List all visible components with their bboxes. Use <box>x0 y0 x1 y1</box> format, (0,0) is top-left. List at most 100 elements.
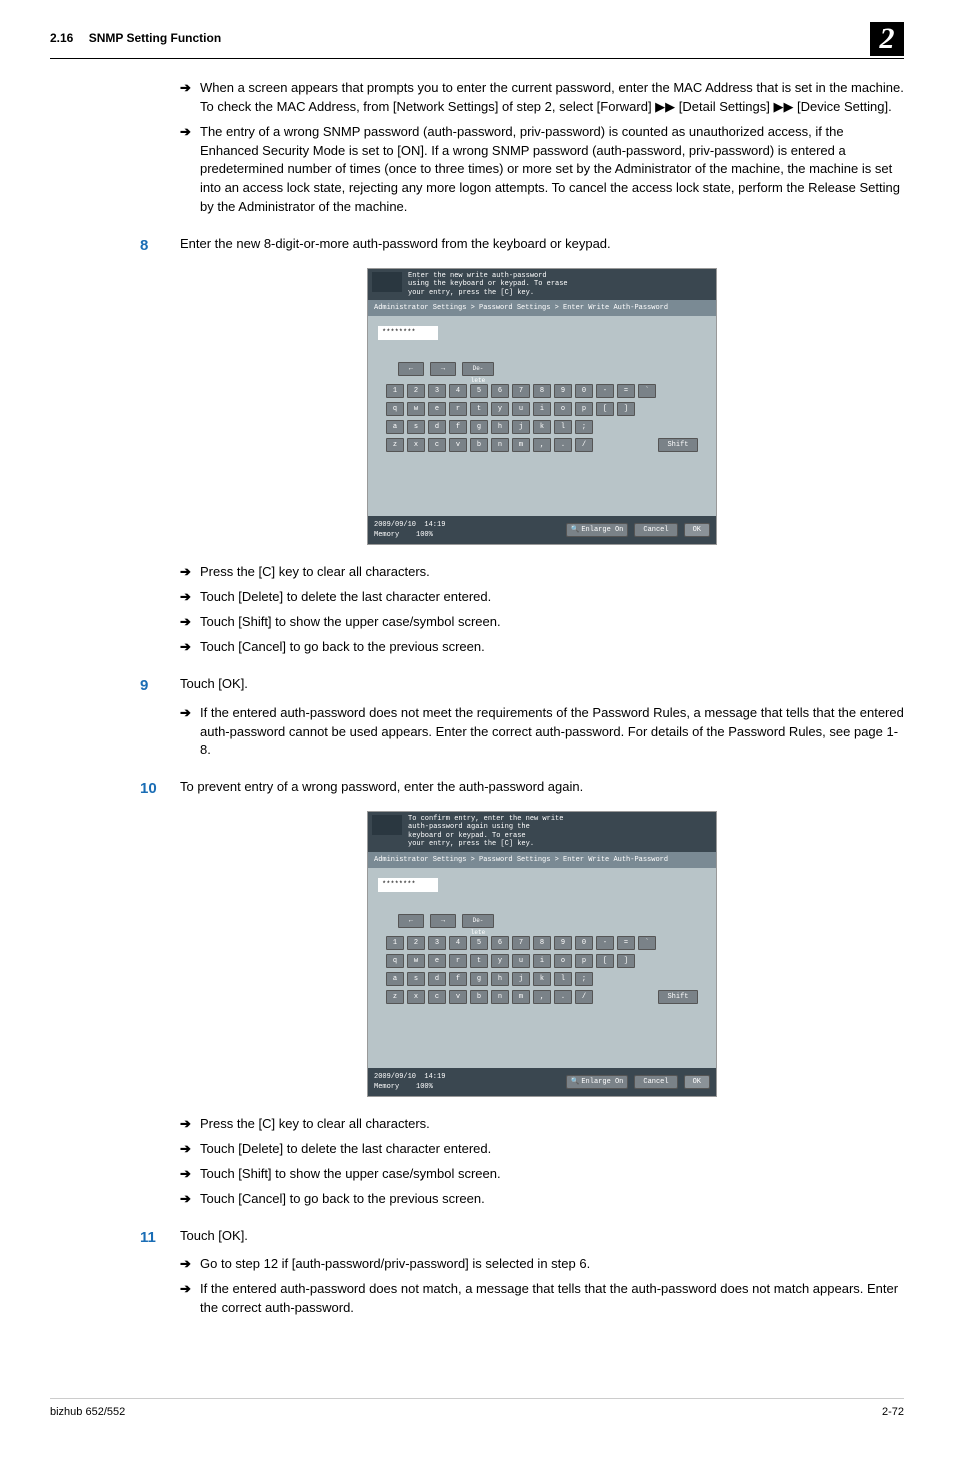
key-h[interactable]: h <box>491 420 509 434</box>
key-n[interactable]: n <box>491 990 509 1004</box>
key-g[interactable]: g <box>470 420 488 434</box>
cancel-button[interactable]: Cancel <box>634 1075 677 1089</box>
key-;[interactable]: ; <box>575 972 593 986</box>
key-7[interactable]: 7 <box>512 936 530 950</box>
key-7[interactable]: 7 <box>512 384 530 398</box>
key-a[interactable]: a <box>386 972 404 986</box>
cursor-right-button[interactable]: → <box>430 914 456 928</box>
key-.[interactable]: . <box>554 438 572 452</box>
shift-button[interactable]: Shift <box>658 438 698 452</box>
key-f[interactable]: f <box>449 420 467 434</box>
key-f[interactable]: f <box>449 972 467 986</box>
key-m[interactable]: m <box>512 438 530 452</box>
key-t[interactable]: t <box>470 954 488 968</box>
key-b[interactable]: b <box>470 990 488 1004</box>
key-z[interactable]: z <box>386 438 404 452</box>
key-c[interactable]: c <box>428 990 446 1004</box>
key-u[interactable]: u <box>512 402 530 416</box>
key-9[interactable]: 9 <box>554 936 572 950</box>
key-w[interactable]: w <box>407 954 425 968</box>
key-,[interactable]: , <box>533 990 551 1004</box>
key-v[interactable]: v <box>449 990 467 1004</box>
key-q[interactable]: q <box>386 402 404 416</box>
key-r[interactable]: r <box>449 954 467 968</box>
key-[[interactable]: [ <box>596 954 614 968</box>
key-m[interactable]: m <box>512 990 530 1004</box>
password-field[interactable]: ******** <box>378 326 438 340</box>
key-o[interactable]: o <box>554 402 572 416</box>
key-,[interactable]: , <box>533 438 551 452</box>
key-`[interactable]: ` <box>638 384 656 398</box>
key-][interactable]: ] <box>617 402 635 416</box>
key-e[interactable]: e <box>428 954 446 968</box>
key-9[interactable]: 9 <box>554 384 572 398</box>
key-d[interactable]: d <box>428 972 446 986</box>
key-a[interactable]: a <box>386 420 404 434</box>
key-k[interactable]: k <box>533 972 551 986</box>
key-l[interactable]: l <box>554 420 572 434</box>
ok-button[interactable]: OK <box>684 1075 710 1089</box>
key--[interactable]: - <box>596 384 614 398</box>
key-e[interactable]: e <box>428 402 446 416</box>
key-;[interactable]: ; <box>575 420 593 434</box>
key-2[interactable]: 2 <box>407 384 425 398</box>
key-y[interactable]: y <box>491 954 509 968</box>
key-z[interactable]: z <box>386 990 404 1004</box>
key-x[interactable]: x <box>407 990 425 1004</box>
enlarge-button[interactable]: Enlarge On <box>566 1075 629 1089</box>
key-5[interactable]: 5 <box>470 936 488 950</box>
key-v[interactable]: v <box>449 438 467 452</box>
key-8[interactable]: 8 <box>533 936 551 950</box>
key-h[interactable]: h <box>491 972 509 986</box>
key-i[interactable]: i <box>533 954 551 968</box>
key-1[interactable]: 1 <box>386 936 404 950</box>
key-2[interactable]: 2 <box>407 936 425 950</box>
key--[interactable]: - <box>596 936 614 950</box>
key-r[interactable]: r <box>449 402 467 416</box>
key-g[interactable]: g <box>470 972 488 986</box>
key-i[interactable]: i <box>533 402 551 416</box>
key-`[interactable]: ` <box>638 936 656 950</box>
key-[[interactable]: [ <box>596 402 614 416</box>
enlarge-button[interactable]: Enlarge On <box>566 523 629 537</box>
key-x[interactable]: x <box>407 438 425 452</box>
key-/[interactable]: / <box>575 438 593 452</box>
key-q[interactable]: q <box>386 954 404 968</box>
key-.[interactable]: . <box>554 990 572 1004</box>
key-0[interactable]: 0 <box>575 936 593 950</box>
key-o[interactable]: o <box>554 954 572 968</box>
key-l[interactable]: l <box>554 972 572 986</box>
key-n[interactable]: n <box>491 438 509 452</box>
key-=[interactable]: = <box>617 936 635 950</box>
key-c[interactable]: c <box>428 438 446 452</box>
ok-button[interactable]: OK <box>684 523 710 537</box>
key-k[interactable]: k <box>533 420 551 434</box>
key-3[interactable]: 3 <box>428 384 446 398</box>
key-6[interactable]: 6 <box>491 936 509 950</box>
key-j[interactable]: j <box>512 420 530 434</box>
cursor-right-button[interactable]: → <box>430 362 456 376</box>
cancel-button[interactable]: Cancel <box>634 523 677 537</box>
shift-button[interactable]: Shift <box>658 990 698 1004</box>
key-p[interactable]: p <box>575 954 593 968</box>
key-p[interactable]: p <box>575 402 593 416</box>
key-u[interactable]: u <box>512 954 530 968</box>
cursor-left-button[interactable]: ← <box>398 362 424 376</box>
key-d[interactable]: d <box>428 420 446 434</box>
key-8[interactable]: 8 <box>533 384 551 398</box>
cursor-left-button[interactable]: ← <box>398 914 424 928</box>
key-b[interactable]: b <box>470 438 488 452</box>
key-4[interactable]: 4 <box>449 936 467 950</box>
key-t[interactable]: t <box>470 402 488 416</box>
delete-button[interactable]: De-lete <box>462 362 494 376</box>
key-4[interactable]: 4 <box>449 384 467 398</box>
key-6[interactable]: 6 <box>491 384 509 398</box>
key-=[interactable]: = <box>617 384 635 398</box>
password-field[interactable]: ******** <box>378 878 438 892</box>
delete-button[interactable]: De-lete <box>462 914 494 928</box>
key-3[interactable]: 3 <box>428 936 446 950</box>
key-0[interactable]: 0 <box>575 384 593 398</box>
key-5[interactable]: 5 <box>470 384 488 398</box>
key-j[interactable]: j <box>512 972 530 986</box>
key-][interactable]: ] <box>617 954 635 968</box>
